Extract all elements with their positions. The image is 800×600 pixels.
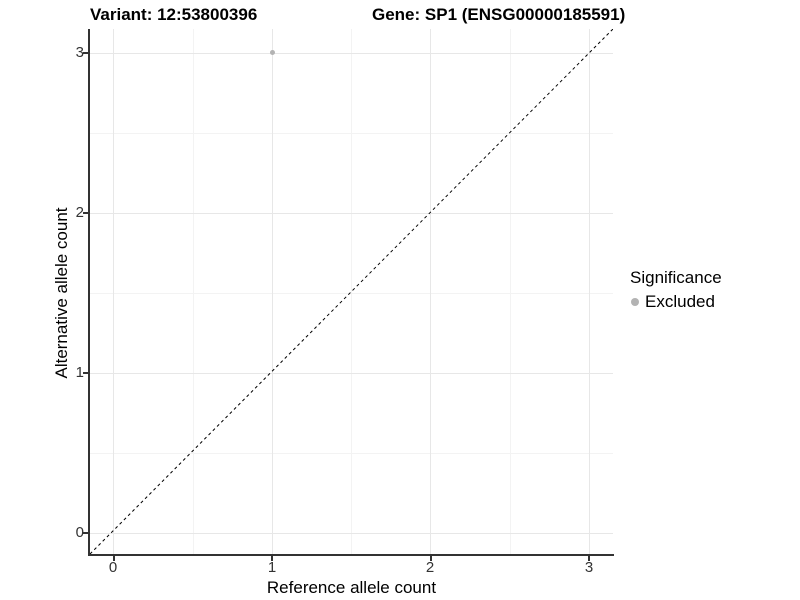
excluded-marker-icon [631,298,639,306]
x-tick-mark-2 [430,556,432,561]
gridline-y-0 [90,533,613,534]
y-axis-line [88,29,90,555]
y-tick-label-2: 2 [75,204,84,221]
data-point-excluded [270,50,275,55]
x-tick-label-3: 3 [584,559,594,576]
x-tick-mark-3 [588,556,590,561]
y-tick-label-1: 1 [75,364,84,381]
gridline-y-1 [90,373,613,374]
gridline-x-0 [113,29,114,554]
y-tick-mark-3 [83,52,88,54]
y-tick-label-0: 0 [75,524,84,541]
identity-line-svg [90,29,613,554]
x-tick-label-1: 1 [267,559,277,576]
plot-title-variant: Variant: 12:53800396 [90,5,258,24]
x-tick-label-0: 0 [108,559,118,576]
y-tick-label-3: 3 [75,44,84,61]
gridline-x-minor-1.5 [351,29,352,554]
gridline-y-minor-2.5 [90,133,613,134]
identity-dashed-line [90,29,613,554]
legend-item-label: Excluded [645,292,715,311]
gridline-x-2 [430,29,431,554]
gridline-y-3 [90,53,613,54]
plot-title-gene: Gene: SP1 (ENSG00000185591) [372,5,626,24]
plot-panel [90,29,613,554]
gridline-x-minor-0.5 [193,29,194,554]
x-tick-label-2: 2 [425,559,435,576]
gridline-y-minor-1.5 [90,293,613,294]
legend: Significance Excluded [628,268,722,312]
x-tick-mark-1 [271,556,273,561]
y-axis-title: Alternative allele count [52,207,71,379]
gridline-x-minor-2.5 [510,29,511,554]
legend-item-excluded: Excluded [628,292,722,312]
legend-title: Significance [630,268,722,287]
y-tick-mark-2 [83,212,88,214]
gridline-y-minor-0.5 [90,453,613,454]
x-axis-title: Reference allele count [266,578,437,597]
y-tick-mark-1 [83,372,88,374]
gridline-x-1 [272,29,273,554]
gridline-x-3 [589,29,590,554]
x-tick-mark-0 [113,556,115,561]
gridline-y-2 [90,213,613,214]
y-tick-mark-0 [83,532,88,534]
x-axis-line [88,554,614,556]
